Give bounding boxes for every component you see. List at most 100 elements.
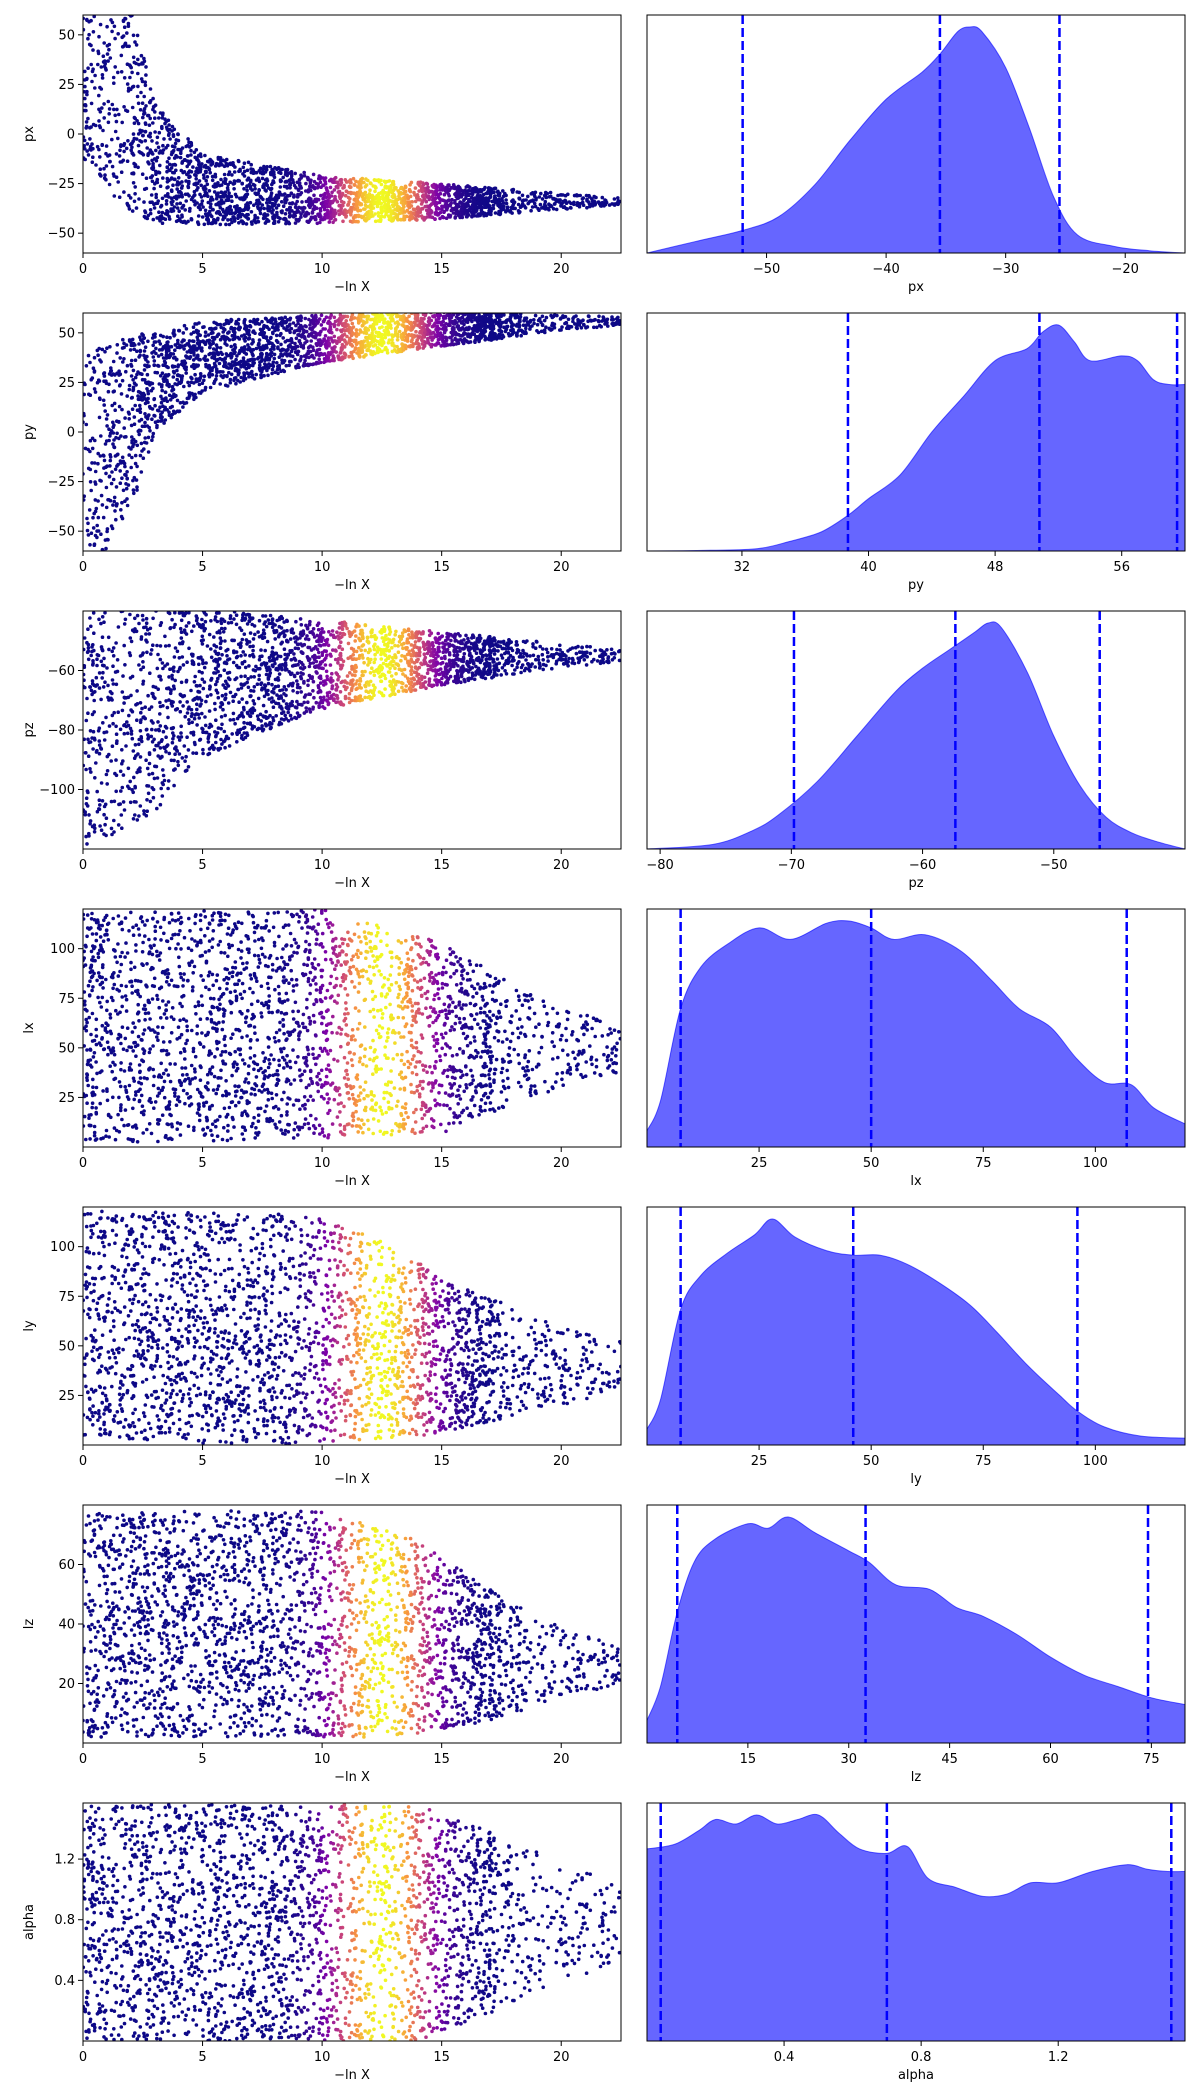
trace-point [217, 361, 222, 366]
trace-point [270, 325, 275, 330]
trace-point [249, 220, 254, 224]
trace-point [93, 390, 98, 394]
trace-point [252, 376, 256, 381]
x-tick-label: 0 [79, 262, 87, 277]
trace-point [132, 415, 137, 419]
trace-point [150, 200, 154, 204]
trace-point [148, 208, 153, 212]
trace-point [113, 509, 117, 513]
trace-point [116, 136, 120, 141]
trace-point [442, 326, 446, 330]
trace-point [100, 106, 104, 110]
trace-point [160, 196, 165, 201]
trace-point [544, 195, 549, 200]
trace-point [277, 190, 282, 194]
trace-point [229, 208, 233, 212]
trace-point [114, 517, 118, 522]
trace-point [175, 398, 180, 403]
trace-point [253, 187, 257, 191]
y-tick-label: 50 [58, 28, 75, 43]
trace-point [243, 214, 247, 218]
trace-point [229, 217, 233, 222]
trace-point [434, 207, 439, 211]
trace-point [342, 351, 347, 356]
trace-point [170, 124, 175, 129]
trace-point [240, 182, 244, 186]
trace-point [118, 160, 123, 164]
trace-point [474, 334, 479, 339]
trace-point [596, 318, 601, 323]
trace-point [279, 342, 283, 347]
trace-point [437, 196, 442, 201]
trace-point [581, 203, 586, 207]
trace-point [462, 337, 467, 341]
trace-point [139, 53, 144, 58]
trace-point [349, 205, 353, 210]
trace-point [319, 201, 324, 206]
y-tick-label: 25 [58, 78, 75, 93]
trace-point [126, 24, 131, 29]
trace-point [167, 168, 171, 172]
trace-point [296, 362, 300, 367]
trace-point [416, 214, 421, 218]
trace-point [300, 200, 304, 204]
trace-point [543, 330, 547, 335]
trace-point [501, 335, 506, 339]
trace-point [195, 156, 199, 160]
trace-point [205, 182, 210, 187]
trace-point [210, 221, 215, 226]
trace-point [349, 210, 353, 214]
trace-point [462, 198, 466, 202]
trace-point [239, 208, 243, 213]
trace-point [200, 215, 205, 219]
trace-point [188, 355, 193, 359]
trace-point [228, 363, 233, 367]
trace-point [336, 354, 341, 359]
trace-point [318, 220, 322, 225]
trace-point [436, 326, 441, 331]
trace-point [167, 382, 171, 387]
trace-point [427, 205, 432, 210]
trace-point [204, 178, 208, 183]
trace-point [108, 159, 112, 164]
trace-point [184, 327, 189, 331]
trace-point [171, 387, 175, 392]
trace-point [246, 216, 251, 221]
trace-point [549, 313, 553, 318]
trace-point [150, 417, 154, 422]
trace-point [308, 323, 312, 327]
trace-point [472, 327, 477, 332]
trace-point [160, 388, 164, 393]
trace-point [92, 461, 97, 465]
trace-point [183, 343, 187, 348]
trace-point [141, 115, 145, 120]
trace-point [353, 192, 358, 196]
trace-point [146, 339, 150, 344]
trace-point [390, 343, 395, 347]
trace-point [111, 503, 115, 507]
trace-point [207, 338, 212, 343]
trace-point [104, 164, 109, 168]
trace-point [141, 153, 146, 157]
trace-point [158, 374, 163, 378]
trace-point [160, 383, 164, 387]
trace-point [306, 176, 310, 180]
trace-point [413, 199, 418, 204]
trace-point [321, 319, 326, 324]
trace-point [143, 130, 148, 134]
trace-point [110, 403, 114, 408]
trace-point [120, 407, 124, 412]
trace-point [175, 206, 180, 210]
trace-point [261, 216, 266, 221]
trace-point [208, 170, 212, 175]
trace-point [568, 205, 573, 210]
trace-point [187, 394, 192, 398]
trace-point [229, 325, 234, 330]
trace-point [90, 436, 95, 441]
trace-point [309, 354, 314, 359]
trace-point [134, 61, 138, 66]
trace-point [96, 49, 100, 54]
trace-point [88, 137, 92, 141]
trace-point [284, 352, 289, 357]
trace-point [310, 313, 314, 318]
